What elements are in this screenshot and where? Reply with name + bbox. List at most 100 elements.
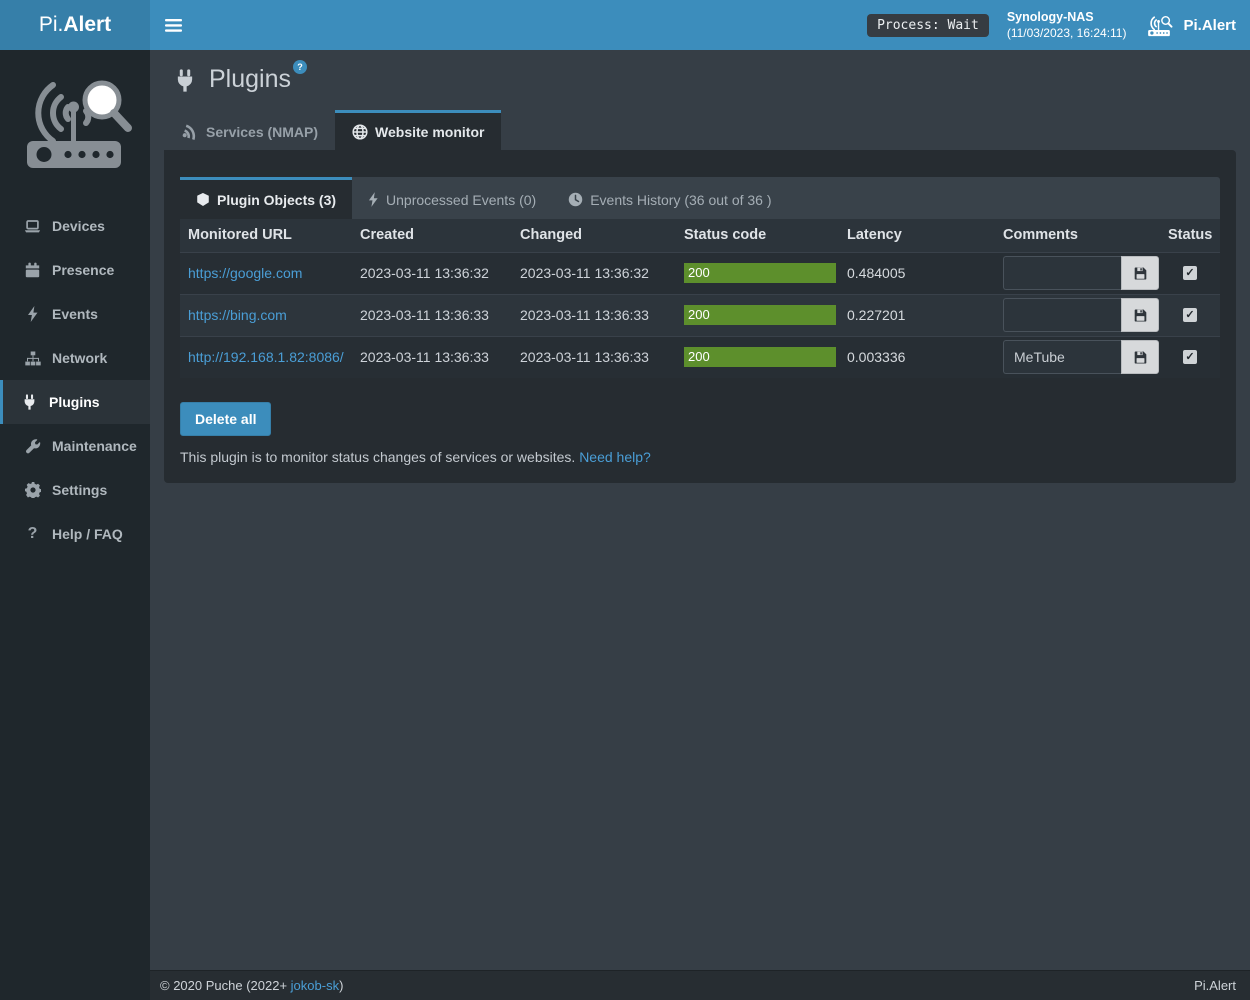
footer-app-name: Pi.Alert bbox=[1194, 978, 1236, 993]
created-cell: 2023-03-11 13:36:33 bbox=[352, 293, 512, 336]
sidebar-item-label: Events bbox=[52, 306, 98, 322]
sidebar-item-events[interactable]: Events bbox=[0, 292, 150, 336]
table-row: https://bing.com 2023-03-11 13:36:33 202… bbox=[180, 293, 1220, 336]
save-comment-button[interactable] bbox=[1121, 298, 1159, 332]
signal-icon bbox=[182, 123, 196, 140]
tab-services-nmap[interactable]: Services (NMAP) bbox=[166, 110, 335, 150]
col-status: Status bbox=[1160, 219, 1220, 252]
save-comment-button[interactable] bbox=[1121, 256, 1159, 290]
sidebar-item-devices[interactable]: Devices bbox=[0, 204, 150, 248]
sidebar-item-settings[interactable]: Settings bbox=[0, 468, 150, 512]
plugin-help-text: This plugin is to monitor status changes… bbox=[180, 449, 651, 465]
brand-logo[interactable]: Pi. Alert bbox=[0, 0, 150, 50]
comment-input[interactable] bbox=[1003, 298, 1121, 332]
pialert-logo bbox=[27, 80, 132, 168]
subtab-label: Unprocessed Events (0) bbox=[386, 191, 537, 208]
floppy-icon bbox=[1134, 267, 1146, 279]
tab-website-monitor[interactable]: Website monitor bbox=[335, 110, 502, 150]
save-comment-button[interactable] bbox=[1121, 340, 1159, 375]
host-name: Synology-NAS bbox=[1006, 10, 1094, 24]
comment-input[interactable] bbox=[1003, 256, 1121, 290]
status-checkbox[interactable]: ✓ bbox=[1183, 350, 1197, 365]
host-info: Synology-NAS (11/03/2023, 16:24:11) bbox=[1007, 9, 1127, 41]
author-link[interactable]: jokob-sk bbox=[290, 978, 340, 993]
changed-cell: 2023-03-11 13:36:32 bbox=[512, 251, 676, 294]
subtab-events-history[interactable]: Events History (36 out of 36 ) bbox=[552, 177, 787, 219]
host-timestamp: (11/03/2023, 16:24:11) bbox=[1006, 26, 1127, 40]
sidebar-item-label: Settings bbox=[52, 482, 108, 498]
sidebar-item-help[interactable]: ? Help / FAQ bbox=[0, 512, 150, 556]
plugin-subtabs: Plugin Objects (3) Unprocessed Events (0… bbox=[180, 177, 1220, 219]
sidebar-item-network[interactable]: Network bbox=[0, 336, 150, 380]
sitemap-icon bbox=[24, 351, 41, 366]
hamburger-icon bbox=[164, 18, 182, 32]
changed-cell: 2023-03-11 13:36:33 bbox=[512, 293, 676, 336]
sidebar-menu: Devices Presence Events Network Plugins … bbox=[0, 204, 150, 556]
col-created: Created bbox=[352, 219, 512, 252]
delete-all-button[interactable]: Delete all bbox=[180, 402, 272, 436]
subtab-label: Plugin Objects (3) bbox=[217, 191, 337, 208]
plug-icon bbox=[21, 394, 38, 410]
sidebar-item-label: Plugins bbox=[49, 394, 100, 410]
cube-icon bbox=[197, 193, 209, 206]
bolt-icon bbox=[24, 306, 41, 322]
sidebar-item-label: Devices bbox=[52, 218, 105, 234]
calendar-icon bbox=[24, 262, 41, 278]
comment-input-group bbox=[1003, 298, 1159, 332]
floppy-icon bbox=[1134, 351, 1146, 364]
sidebar-item-label: Help / FAQ bbox=[52, 526, 123, 542]
clock-icon bbox=[568, 192, 583, 207]
comment-input[interactable] bbox=[1003, 340, 1121, 375]
table-header-row: Monitored URL Created Changed Status cod… bbox=[180, 219, 1220, 252]
subtab-plugin-objects[interactable]: Plugin Objects (3) bbox=[180, 177, 353, 219]
status-code-bar: 200 bbox=[684, 305, 836, 325]
comment-input-group bbox=[1003, 256, 1159, 290]
sidebar-item-label: Maintenance bbox=[52, 438, 137, 454]
sidebar-item-maintenance[interactable]: Maintenance bbox=[0, 424, 150, 468]
wrench-icon bbox=[24, 438, 41, 454]
status-code-bar: 200 bbox=[684, 347, 836, 368]
plugin-tabs: Services (NMAP) Website monitor bbox=[166, 110, 1236, 150]
help-badge[interactable]: ? bbox=[293, 60, 307, 74]
subtab-unprocessed-events[interactable]: Unprocessed Events (0) bbox=[352, 177, 552, 219]
col-monitored-url: Monitored URL bbox=[180, 219, 352, 252]
laptop-icon bbox=[24, 219, 41, 234]
sidebar-item-presence[interactable]: Presence bbox=[0, 248, 150, 292]
monitored-url-link[interactable]: https://google.com bbox=[188, 265, 303, 281]
created-cell: 2023-03-11 13:36:33 bbox=[352, 335, 512, 378]
subtab-label: Events History (36 out of 36 ) bbox=[590, 191, 772, 208]
brand-text-light: Pi. bbox=[38, 13, 64, 36]
content-area: Plugins ? Services (NMAP) Website monito… bbox=[150, 50, 1250, 970]
latency-cell: 0.227201 bbox=[839, 293, 995, 336]
col-status-code: Status code bbox=[676, 219, 839, 252]
table-row: https://google.com 2023-03-11 13:36:32 2… bbox=[180, 251, 1220, 294]
monitored-urls-table: Monitored URL Created Changed Status cod… bbox=[180, 219, 1220, 378]
created-cell: 2023-03-11 13:36:32 bbox=[352, 251, 512, 294]
table-row: http://192.168.1.82:8086/ 2023-03-11 13:… bbox=[180, 335, 1220, 378]
navbar-app-name: Pi.Alert bbox=[1183, 16, 1236, 34]
status-code-bar: 200 bbox=[684, 263, 836, 283]
page-title: Plugins ? bbox=[209, 60, 307, 94]
sidebar-item-label: Presence bbox=[52, 262, 115, 278]
plug-icon bbox=[177, 69, 193, 92]
monitored-url-link[interactable]: http://192.168.1.82:8086/ bbox=[188, 349, 344, 366]
page-header: Plugins ? bbox=[164, 50, 1236, 100]
status-checkbox[interactable]: ✓ bbox=[1183, 266, 1197, 280]
sidebar-item-label: Network bbox=[52, 350, 108, 366]
sidebar-item-plugins[interactable]: Plugins bbox=[0, 380, 150, 424]
status-checkbox[interactable]: ✓ bbox=[1183, 308, 1197, 322]
globe-icon bbox=[352, 123, 368, 140]
changed-cell: 2023-03-11 13:36:33 bbox=[512, 335, 676, 378]
need-help-link[interactable]: Need help? bbox=[579, 449, 651, 465]
col-latency: Latency bbox=[839, 219, 995, 252]
router-scan-icon bbox=[1148, 16, 1173, 37]
comment-input-group bbox=[1003, 340, 1159, 375]
page-footer: © 2020 Puche (2022+ jokob-sk) Pi.Alert bbox=[150, 970, 1250, 1000]
bolt-icon bbox=[368, 192, 378, 207]
latency-cell: 0.484005 bbox=[839, 251, 995, 294]
footer-copyright: © 2020 Puche (2022+ jokob-sk) bbox=[160, 978, 344, 993]
tab-label: Website monitor bbox=[375, 123, 485, 140]
monitored-url-link[interactable]: https://bing.com bbox=[188, 307, 287, 323]
sidebar: Devices Presence Events Network Plugins … bbox=[0, 50, 150, 1000]
sidebar-toggle-button[interactable] bbox=[150, 0, 196, 50]
